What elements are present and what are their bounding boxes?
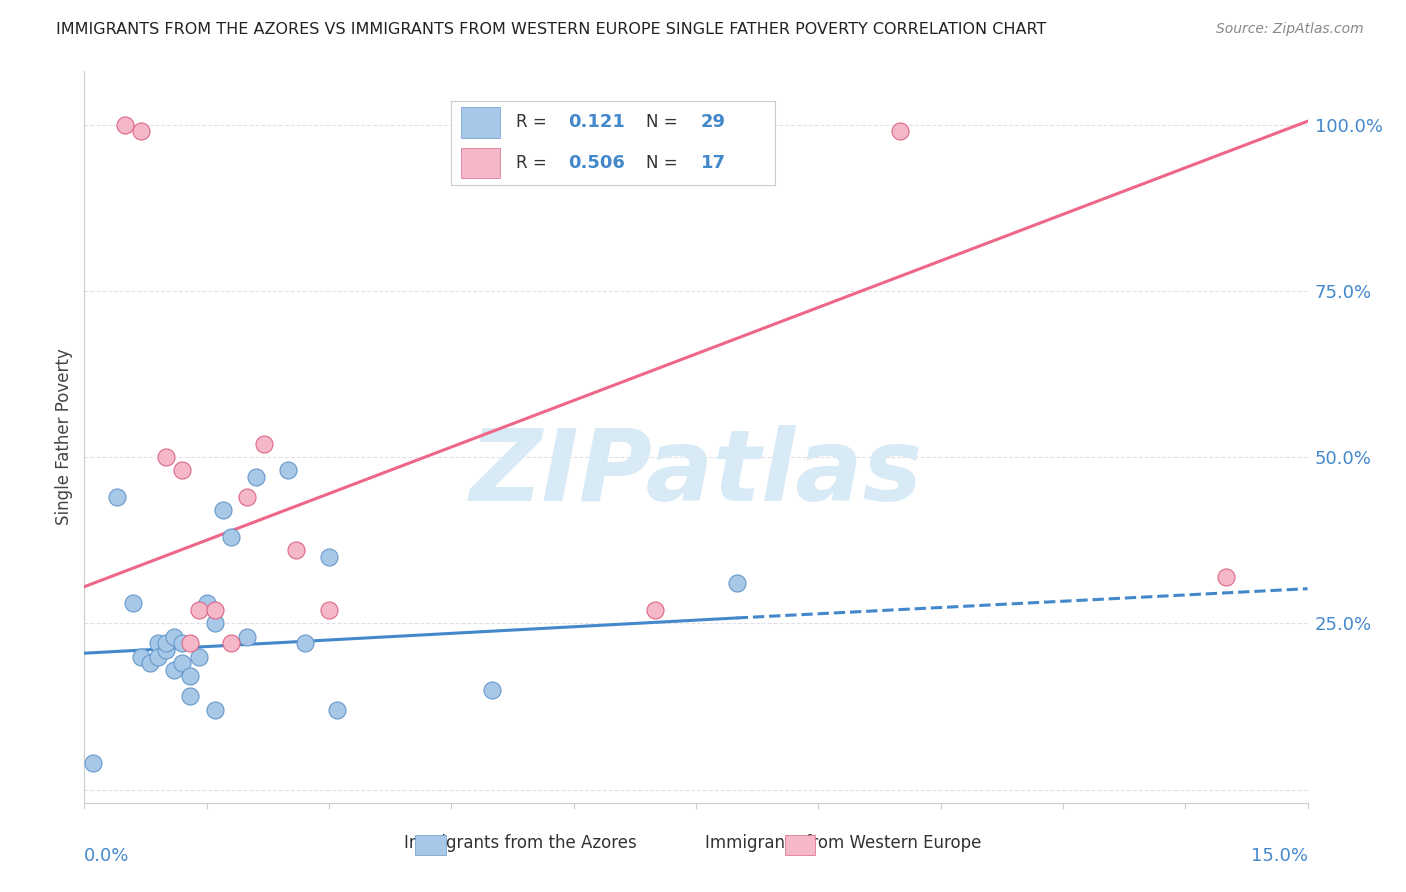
- Point: [889, 124, 911, 138]
- Y-axis label: Single Father Poverty: Single Father Poverty: [55, 349, 73, 525]
- Point: [172, 656, 194, 670]
- Point: [204, 703, 226, 717]
- Point: [131, 649, 153, 664]
- Point: [163, 663, 186, 677]
- Point: [294, 636, 316, 650]
- Point: [285, 543, 308, 558]
- Text: Immigrants from the Azores: Immigrants from the Azores: [404, 834, 637, 852]
- Point: [204, 616, 226, 631]
- Point: [644, 603, 666, 617]
- Text: 15.0%: 15.0%: [1250, 847, 1308, 864]
- Point: [212, 503, 235, 517]
- Point: [155, 450, 177, 464]
- Point: [114, 118, 136, 132]
- Point: [236, 630, 259, 644]
- Point: [187, 649, 209, 664]
- Text: Source: ZipAtlas.com: Source: ZipAtlas.com: [1216, 22, 1364, 37]
- Point: [179, 636, 201, 650]
- Point: [179, 690, 201, 704]
- Point: [105, 490, 128, 504]
- Point: [219, 636, 242, 650]
- Point: [131, 124, 153, 138]
- Point: [318, 603, 340, 617]
- Point: [187, 603, 209, 617]
- Point: [163, 630, 186, 644]
- Text: 0.0%: 0.0%: [84, 847, 129, 864]
- Point: [326, 703, 349, 717]
- Point: [253, 436, 276, 450]
- Point: [318, 549, 340, 564]
- Point: [481, 682, 503, 697]
- Point: [122, 596, 145, 610]
- Text: IMMIGRANTS FROM THE AZORES VS IMMIGRANTS FROM WESTERN EUROPE SINGLE FATHER POVER: IMMIGRANTS FROM THE AZORES VS IMMIGRANTS…: [56, 22, 1046, 37]
- Point: [146, 649, 169, 664]
- Point: [236, 490, 259, 504]
- Point: [204, 603, 226, 617]
- Point: [138, 656, 160, 670]
- Point: [172, 636, 194, 650]
- Point: [277, 463, 299, 477]
- Text: ZIPatlas: ZIPatlas: [470, 425, 922, 522]
- Point: [1215, 570, 1237, 584]
- Point: [245, 470, 267, 484]
- Point: [562, 118, 585, 132]
- Text: Immigrants from Western Europe: Immigrants from Western Europe: [706, 834, 981, 852]
- Point: [82, 756, 104, 770]
- Point: [195, 596, 218, 610]
- Point: [146, 636, 169, 650]
- Point: [155, 636, 177, 650]
- Point: [725, 576, 748, 591]
- Point: [155, 643, 177, 657]
- Point: [172, 463, 194, 477]
- Point: [219, 530, 242, 544]
- Point: [179, 669, 201, 683]
